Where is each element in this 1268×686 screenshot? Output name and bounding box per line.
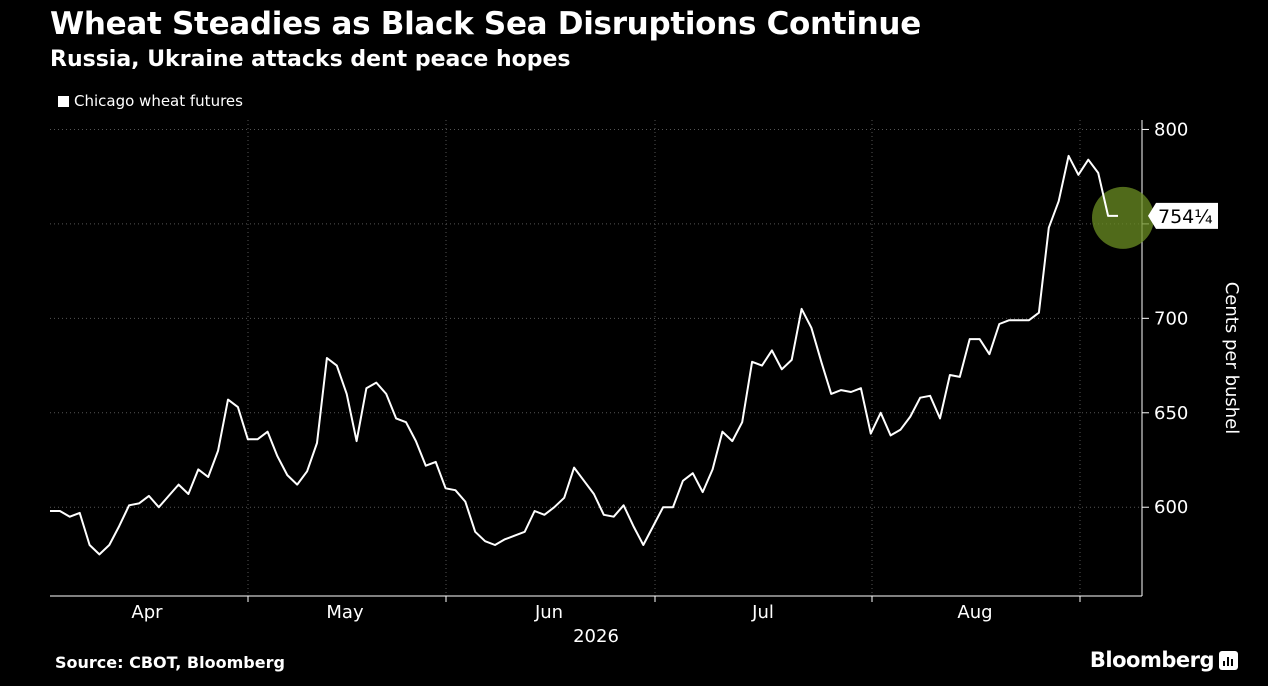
legend: Chicago wheat futures (58, 92, 243, 110)
x-tick-label: Apr (131, 602, 163, 623)
legend-swatch (58, 95, 69, 107)
legend-label: Chicago wheat futures (74, 92, 243, 110)
y-tick-label: 800 (1154, 119, 1188, 140)
x-year-label: 2026 (573, 626, 619, 647)
chart-subtitle: Russia, Ukraine attacks dent peace hopes (50, 47, 571, 72)
last-value-callout (1148, 202, 1218, 229)
y-tick-label: 650 (1154, 403, 1188, 424)
x-tick-label: Jul (751, 602, 774, 623)
y-axis-label: Cents per bushel (1221, 282, 1242, 435)
source-note: Source: CBOT, Bloomberg (55, 653, 285, 672)
last-point-highlight (1092, 186, 1154, 249)
brand-logo: Bloomberg (1089, 648, 1215, 672)
y-tick-label: 700 (1154, 308, 1188, 329)
chart-title: Wheat Steadies as Black Sea Disruptions … (50, 6, 921, 42)
x-tick-label: Jun (534, 602, 563, 623)
last-value-label: 754¼ (1158, 206, 1213, 228)
series-line-chicago-wheat (50, 154, 1118, 556)
bar-chart-icon (1219, 651, 1238, 670)
x-tick-label: May (326, 602, 364, 623)
y-tick-label: 600 (1154, 497, 1188, 518)
x-tick-label: Aug (957, 602, 992, 623)
